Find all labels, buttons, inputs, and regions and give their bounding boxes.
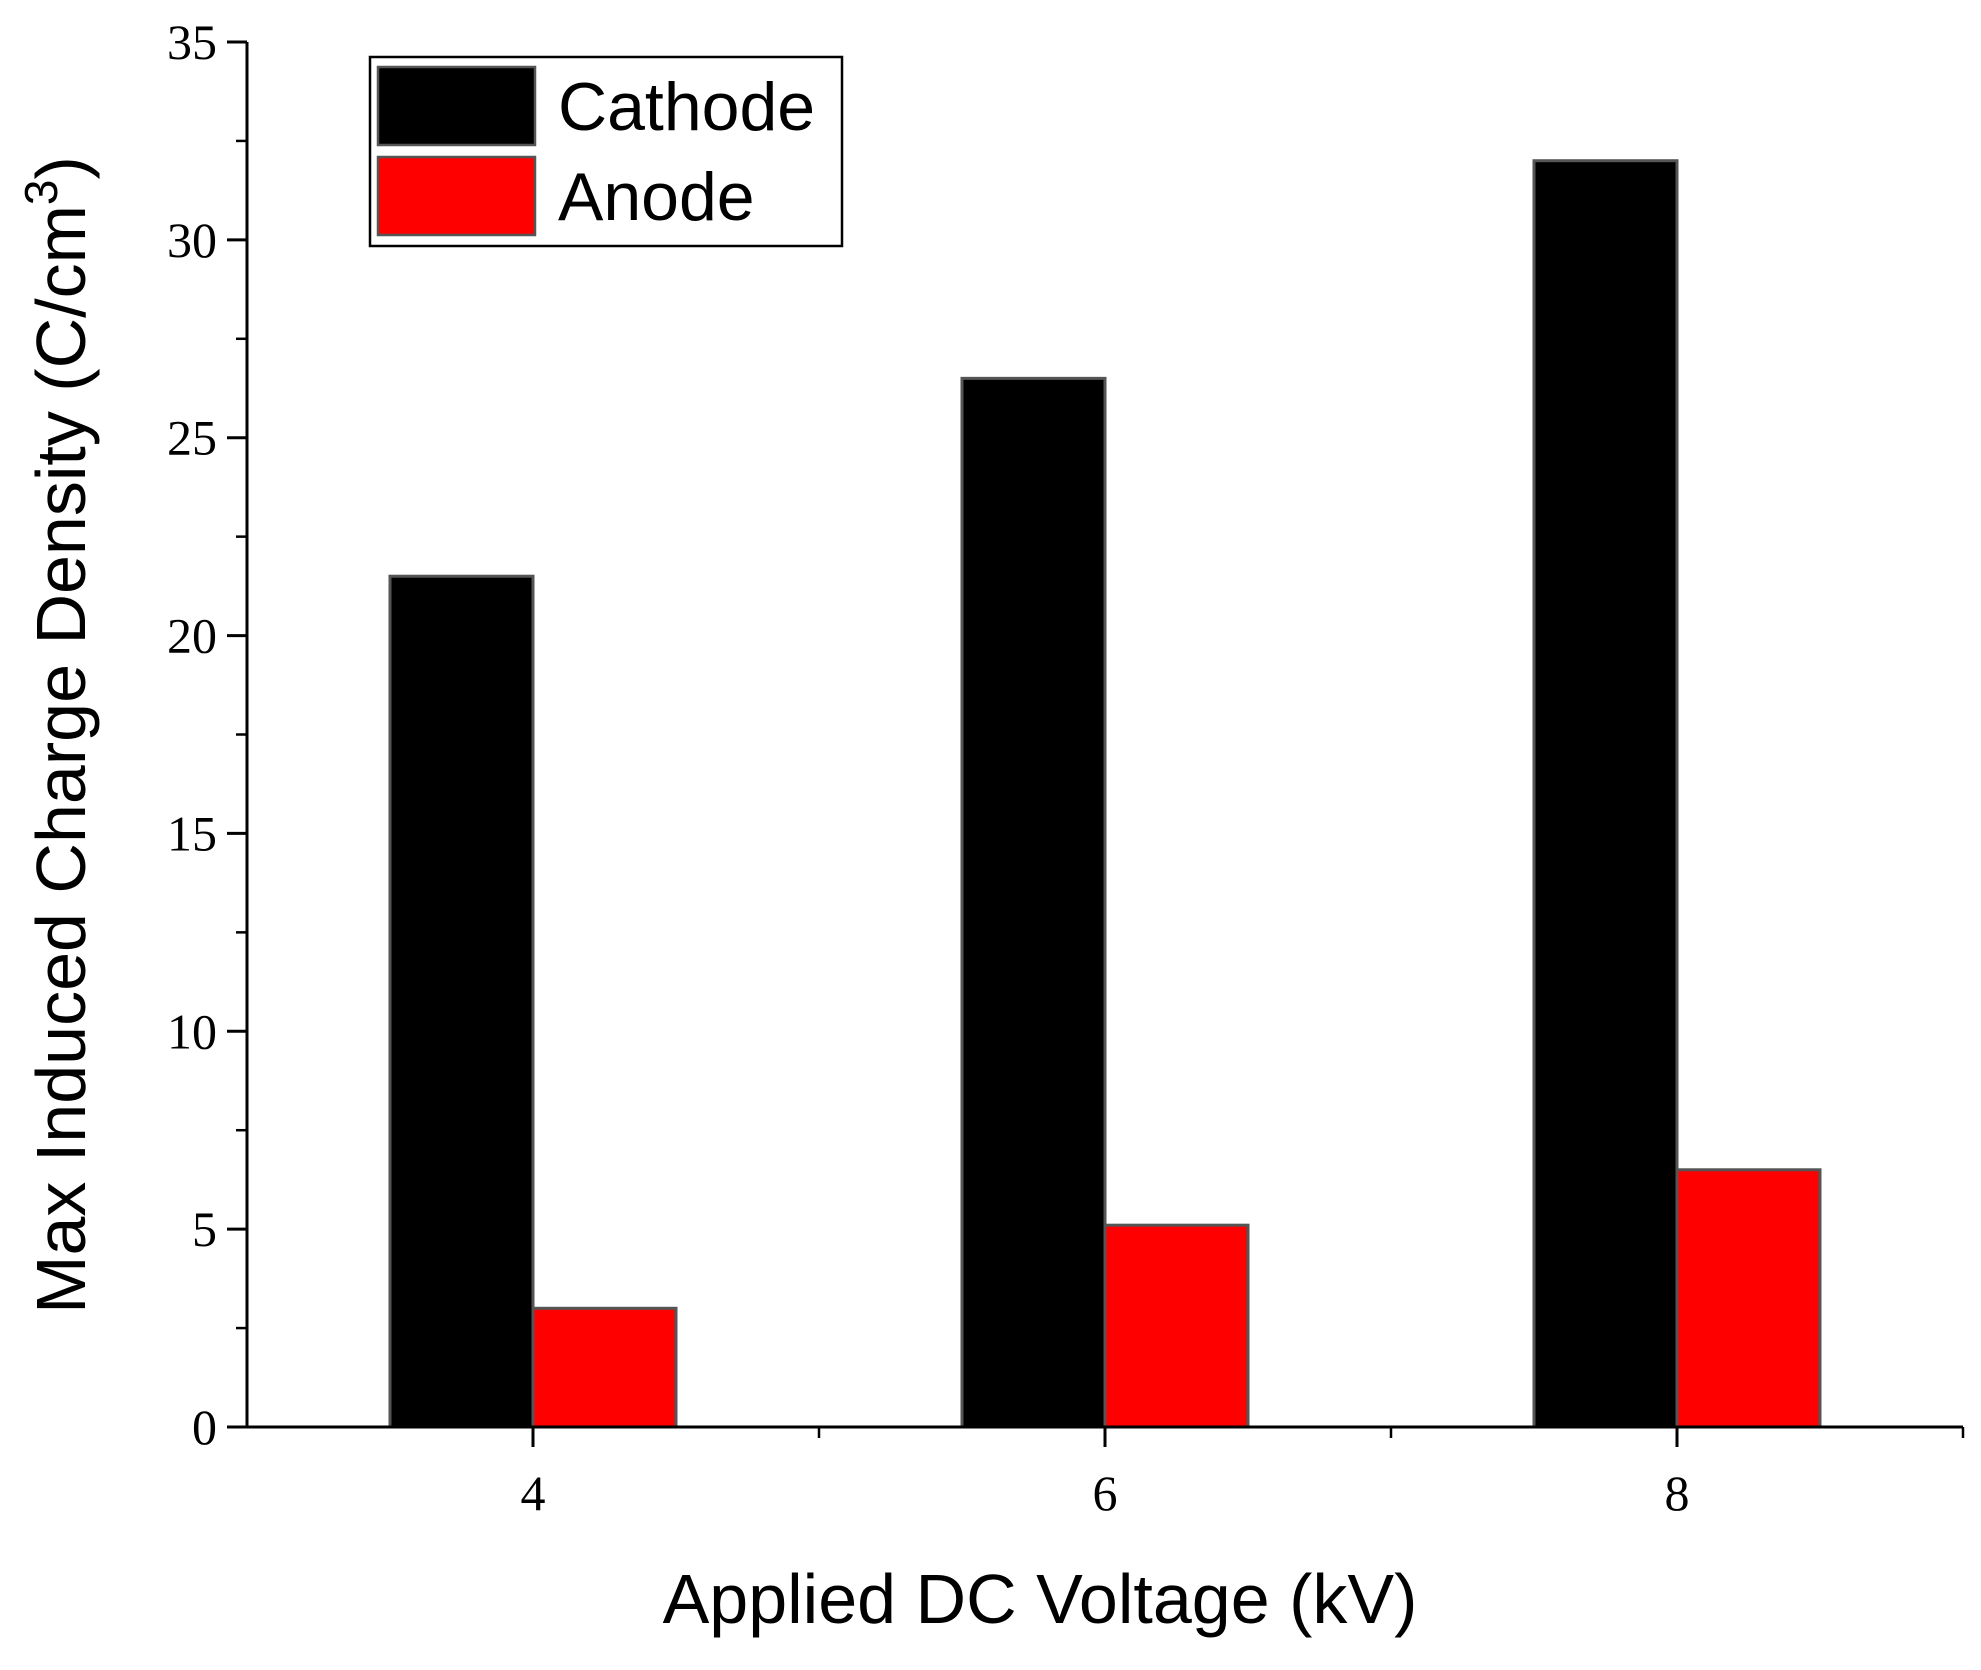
x-axis-title: Applied DC Voltage (kV)	[663, 1560, 1418, 1638]
x-ticks-group: 4 6 8	[521, 1427, 1965, 1521]
bar-cathode-4	[388, 574, 535, 1429]
legend-swatch-anode	[376, 155, 537, 237]
x-tick-label: 8	[1665, 1465, 1690, 1521]
y-tick-label: 0	[192, 1399, 217, 1455]
y-tick-label: 10	[167, 1003, 217, 1059]
legend-label-anode: Anode	[558, 159, 755, 235]
legend-label-cathode: Cathode	[558, 69, 815, 145]
bar-anode-8	[1675, 1168, 1822, 1429]
bars-group	[388, 159, 1822, 1429]
x-tick-label: 6	[1093, 1465, 1118, 1521]
bar-cathode-6	[960, 376, 1107, 1429]
y-tick-label: 5	[192, 1201, 217, 1257]
y-ticks-group: 0 5 10 15 20 25 30 35	[167, 14, 247, 1455]
legend: Cathode Anode	[368, 55, 844, 248]
bar-anode-4	[531, 1306, 678, 1429]
y-tick-label: 30	[167, 212, 217, 268]
y-axis-title-main: Max Induced Charge Density (C/cm	[22, 205, 100, 1314]
y-tick-label: 35	[167, 14, 217, 70]
x-tick-label: 4	[521, 1465, 546, 1521]
y-tick-label: 20	[167, 608, 217, 664]
y-tick-label: 25	[167, 410, 217, 466]
y-axis-title-superscript: 3	[15, 179, 67, 205]
y-axis-title: Max Induced Charge Density (C/cm3)	[15, 156, 100, 1314]
y-axis-title-tail: )	[22, 156, 100, 179]
bar-cathode-8	[1532, 159, 1679, 1429]
bar-anode-6	[1103, 1223, 1250, 1429]
y-tick-label: 15	[167, 805, 217, 861]
legend-swatch-cathode	[376, 65, 537, 147]
